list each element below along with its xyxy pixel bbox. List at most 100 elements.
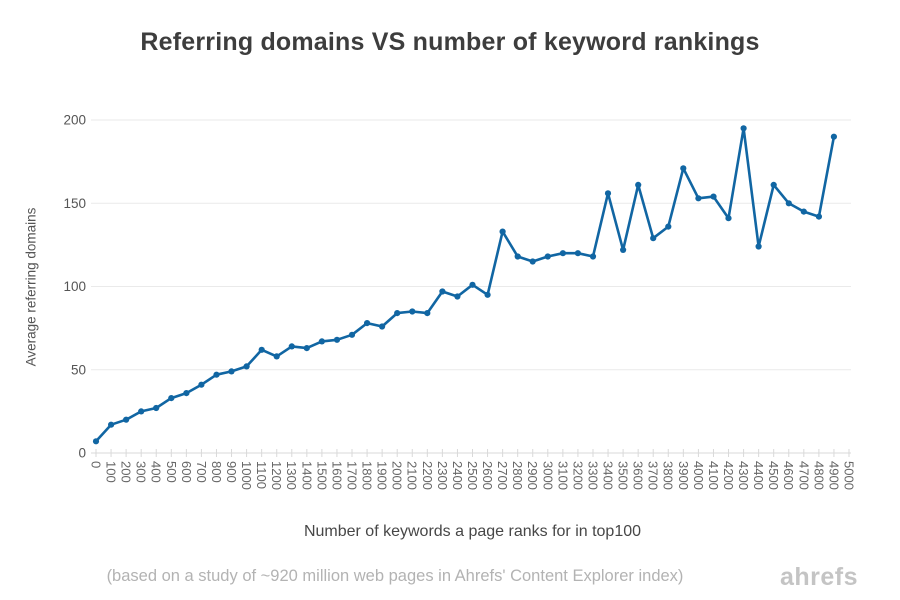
data-point [785,200,792,207]
x-tick-label: 4700 [796,461,811,490]
x-tick-label: 2800 [510,461,525,490]
x-tick-label: 4600 [781,461,796,490]
data-point [138,408,145,415]
x-tick-label: 100 [104,461,119,483]
x-tick-label: 1700 [344,461,359,490]
x-tick-label: 4200 [721,461,736,490]
data-point [318,338,325,345]
chart-title: Referring domains VS number of keyword r… [140,28,760,56]
data-point [364,320,371,327]
x-tick-label: 700 [194,461,209,483]
y-tick-label: 50 [71,362,86,377]
x-tick-label: 1300 [284,461,299,490]
data-point [213,371,220,378]
data-point [559,250,567,257]
y-tick-label: 100 [63,279,86,294]
x-tick-label: 2900 [525,461,540,490]
data-point [710,193,717,200]
x-tick-label: 3700 [646,461,661,490]
x-tick-label: 1600 [329,461,344,490]
x-tick-label: 4300 [736,461,751,490]
x-tick-label: 3600 [631,461,646,490]
x-tick-label: 1000 [239,461,254,490]
x-tick-label: 200 [119,461,134,483]
data-point [484,291,491,298]
x-tick-label: 1200 [269,461,284,490]
x-tick-label: 3100 [555,461,570,490]
data-point [604,190,612,197]
data-point [273,353,280,360]
y-tick-label: 200 [63,113,86,128]
data-point [695,195,702,202]
x-tick-label: 4800 [811,461,826,490]
x-tick-label: 3200 [570,461,585,490]
x-tick-label: 400 [149,461,164,483]
data-point [469,281,476,288]
y-tick-label: 0 [78,446,86,461]
y-tick-label: 150 [63,196,86,211]
data-point [228,368,235,375]
data-point [379,323,386,330]
data-point [183,390,190,397]
data-point [198,381,205,388]
x-tick-label: 3900 [676,461,691,490]
x-tick-label: 1100 [254,461,269,489]
x-tick-label: 900 [224,461,239,483]
x-tick-label: 1400 [299,461,314,490]
data-point [499,228,506,235]
footnote: (based on a study of ~920 million web pa… [106,567,684,585]
data-point [258,346,265,353]
x-tick-label: 3400 [600,461,615,490]
data-point [725,215,732,222]
data-point [303,345,310,352]
x-tick-label: 0 [88,461,103,468]
data-point [168,395,175,402]
data-point [333,336,341,343]
data-point [243,363,250,370]
data-point [740,125,747,132]
data-point [529,258,536,265]
data-point [815,213,823,220]
x-tick-label: 4400 [751,461,766,490]
data-point [123,416,130,423]
x-tick-label: 3500 [616,461,631,490]
data-point [439,288,446,295]
x-tick-label: 3300 [585,461,600,490]
x-tick-label: 500 [164,461,179,483]
x-tick-label: 4900 [826,461,841,490]
y-axis-title: Average referring domains [23,207,39,367]
x-tick-label: 2300 [435,461,450,490]
x-tick-label: 2200 [420,461,435,490]
x-tick-label: 2500 [465,461,480,490]
x-tick-label: 1900 [375,461,390,490]
data-point [770,181,777,188]
data-point [394,310,401,317]
data-point [589,253,597,260]
data-point [288,343,295,350]
data-point [650,235,657,242]
x-tick-label: 1800 [360,461,375,490]
data-point [348,331,356,338]
data-point [514,253,521,260]
data-point [620,246,627,253]
x-axis-title: Number of keywords a page ranks for in t… [303,523,642,540]
x-tick-label: 3000 [540,461,555,490]
data-point [755,243,762,250]
x-tick-label: 2600 [480,461,495,490]
x-tick-label: 1500 [314,461,329,490]
data-point [92,438,100,445]
data-point [454,293,461,300]
ahrefs-logo: ahrefs [779,563,858,591]
x-tick-label: 800 [209,461,224,483]
x-tick-label: 2400 [450,461,465,490]
data-point [409,308,416,315]
data-point [153,404,160,412]
data-point [108,421,115,428]
x-tick-label: 300 [134,461,149,483]
x-tick-label: 4500 [766,461,781,490]
data-point [574,250,582,257]
data-point [424,310,431,317]
x-tick-label: 5000 [841,461,856,490]
data-point [680,165,687,172]
